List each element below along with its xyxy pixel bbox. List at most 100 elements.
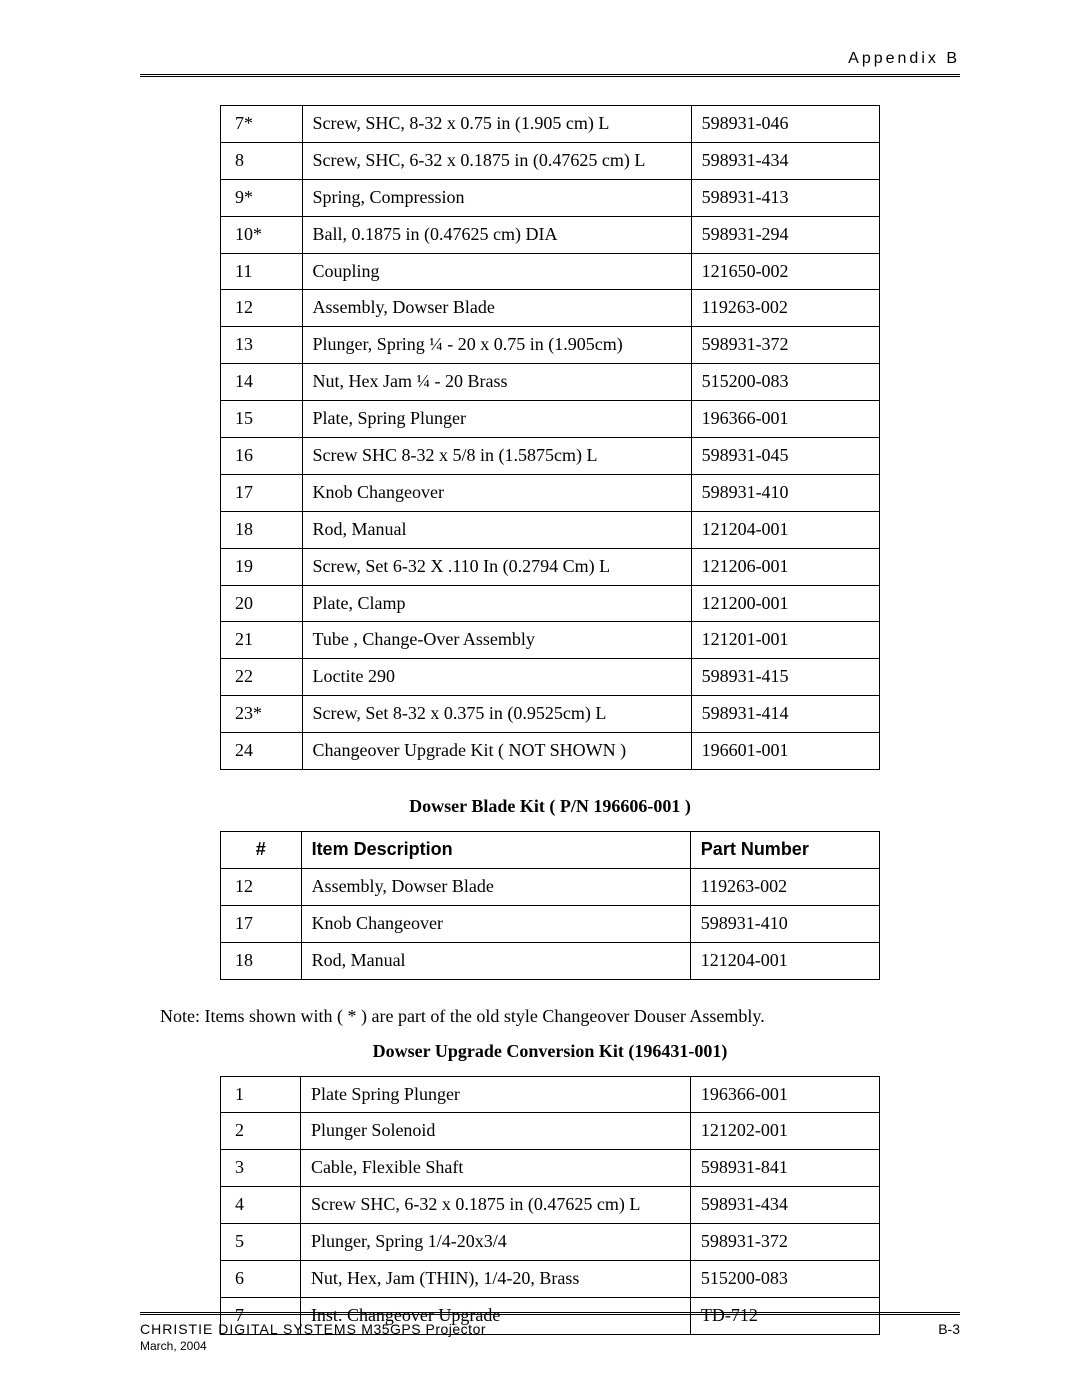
table-row: 17Knob Changeover598931-410 bbox=[221, 905, 880, 942]
cell-pn: 598931-414 bbox=[691, 696, 879, 733]
footer-rule bbox=[140, 1312, 960, 1315]
cell-pn: 121206-001 bbox=[691, 548, 879, 585]
cell-num: 20 bbox=[221, 585, 303, 622]
cell-desc: Knob Changeover bbox=[301, 905, 690, 942]
cell-num: 6 bbox=[221, 1261, 301, 1298]
cell-num: 8 bbox=[221, 142, 303, 179]
cell-num: 12 bbox=[221, 290, 303, 327]
cell-desc: Spring, Compression bbox=[302, 179, 691, 216]
table-row: 18Rod, Manual121204-001 bbox=[221, 942, 880, 979]
cell-pn: 598931-410 bbox=[690, 905, 879, 942]
cell-pn: 196601-001 bbox=[691, 733, 879, 770]
cell-pn: 598931-415 bbox=[691, 659, 879, 696]
cell-pn: 598931-294 bbox=[691, 216, 879, 253]
footer-brand: CHRISTIE DIGITAL SYSTEMS bbox=[140, 1321, 357, 1337]
cell-desc: Plunger, Spring ¼ - 20 x 0.75 in (1.905c… bbox=[302, 327, 691, 364]
cell-pn: 515200-083 bbox=[690, 1261, 879, 1298]
cell-pn: 121200-001 bbox=[691, 585, 879, 622]
cell-desc: Coupling bbox=[302, 253, 691, 290]
table-row: 12Assembly, Dowser Blade119263-002 bbox=[221, 868, 880, 905]
table-row: 19Screw, Set 6-32 X .110 In (0.2794 Cm) … bbox=[221, 548, 880, 585]
table-row: 2Plunger Solenoid121202-001 bbox=[221, 1113, 880, 1150]
cell-num: 12 bbox=[221, 868, 302, 905]
col-header-pn: Part Number bbox=[690, 832, 879, 869]
cell-num: 17 bbox=[221, 474, 303, 511]
table-row: 24Changeover Upgrade Kit ( NOT SHOWN )19… bbox=[221, 733, 880, 770]
footer-date: March, 2004 bbox=[140, 1339, 960, 1353]
cell-num: 10* bbox=[221, 216, 303, 253]
cell-num: 2 bbox=[221, 1113, 301, 1150]
note-text: Note: Items shown with ( * ) are part of… bbox=[160, 1006, 960, 1027]
cell-desc: Knob Changeover bbox=[302, 474, 691, 511]
cell-pn: 598931-841 bbox=[690, 1150, 879, 1187]
cell-pn: 598931-045 bbox=[691, 438, 879, 475]
cell-pn: 196366-001 bbox=[691, 401, 879, 438]
table-row: 7*Screw, SHC, 8-32 x 0.75 in (1.905 cm) … bbox=[221, 106, 880, 143]
cell-num: 18 bbox=[221, 942, 302, 979]
cell-num: 7* bbox=[221, 106, 303, 143]
cell-num: 16 bbox=[221, 438, 303, 475]
cell-num: 21 bbox=[221, 622, 303, 659]
cell-num: 18 bbox=[221, 511, 303, 548]
cell-pn: 119263-002 bbox=[690, 868, 879, 905]
cell-desc: Screw, Set 6-32 X .110 In (0.2794 Cm) L bbox=[302, 548, 691, 585]
cell-pn: 598931-372 bbox=[690, 1224, 879, 1261]
table-row: 14Nut, Hex Jam ¼ - 20 Brass515200-083 bbox=[221, 364, 880, 401]
cell-desc: Plate Spring Plunger bbox=[300, 1076, 690, 1113]
kit1-heading: Dowser Blade Kit ( P/N 196606-001 ) bbox=[140, 796, 960, 817]
cell-num: 15 bbox=[221, 401, 303, 438]
cell-desc: Rod, Manual bbox=[301, 942, 690, 979]
table-row: 5Plunger, Spring 1/4-20x3/4598931-372 bbox=[221, 1224, 880, 1261]
parts-table-main: 7*Screw, SHC, 8-32 x 0.75 in (1.905 cm) … bbox=[220, 105, 880, 770]
footer-product: M35GPS Projector bbox=[357, 1321, 486, 1337]
cell-desc: Assembly, Dowser Blade bbox=[301, 868, 690, 905]
footer-page-number: B-3 bbox=[938, 1321, 960, 1337]
cell-desc: Screw, SHC, 6-32 x 0.1875 in (0.47625 cm… bbox=[302, 142, 691, 179]
cell-pn: 121202-001 bbox=[690, 1113, 879, 1150]
cell-desc: Nut, Hex, Jam (THIN), 1/4-20, Brass bbox=[300, 1261, 690, 1298]
cell-desc: Nut, Hex Jam ¼ - 20 Brass bbox=[302, 364, 691, 401]
cell-pn: 598931-434 bbox=[690, 1187, 879, 1224]
table-row: 12Assembly, Dowser Blade119263-002 bbox=[221, 290, 880, 327]
col-header-num: # bbox=[221, 832, 302, 869]
cell-pn: 598931-046 bbox=[691, 106, 879, 143]
cell-num: 9* bbox=[221, 179, 303, 216]
table-row: 9*Spring, Compression598931-413 bbox=[221, 179, 880, 216]
table-row: 22Loctite 290598931-415 bbox=[221, 659, 880, 696]
cell-desc: Screw, SHC, 8-32 x 0.75 in (1.905 cm) L bbox=[302, 106, 691, 143]
cell-desc: Screw, Set 8-32 x 0.375 in (0.9525cm) L bbox=[302, 696, 691, 733]
cell-pn: 121204-001 bbox=[690, 942, 879, 979]
cell-desc: Screw SHC 8-32 x 5/8 in (1.5875cm) L bbox=[302, 438, 691, 475]
table-row: 8Screw, SHC, 6-32 x 0.1875 in (0.47625 c… bbox=[221, 142, 880, 179]
cell-pn: 121650-002 bbox=[691, 253, 879, 290]
cell-num: 22 bbox=[221, 659, 303, 696]
cell-num: 1 bbox=[221, 1076, 301, 1113]
table-row: 23*Screw, Set 8-32 x 0.375 in (0.9525cm)… bbox=[221, 696, 880, 733]
cell-desc: Plate, Clamp bbox=[302, 585, 691, 622]
table-row: 6Nut, Hex, Jam (THIN), 1/4-20, Brass5152… bbox=[221, 1261, 880, 1298]
table-row: 17Knob Changeover598931-410 bbox=[221, 474, 880, 511]
cell-pn: 121201-001 bbox=[691, 622, 879, 659]
cell-pn: 196366-001 bbox=[690, 1076, 879, 1113]
cell-pn: 515200-083 bbox=[691, 364, 879, 401]
cell-num: 5 bbox=[221, 1224, 301, 1261]
kit2-heading: Dowser Upgrade Conversion Kit (196431-00… bbox=[140, 1041, 960, 1062]
table-row: 21Tube , Change-Over Assembly121201-001 bbox=[221, 622, 880, 659]
cell-desc: Rod, Manual bbox=[302, 511, 691, 548]
table-row: 15Plate, Spring Plunger196366-001 bbox=[221, 401, 880, 438]
cell-num: 13 bbox=[221, 327, 303, 364]
cell-num: 23* bbox=[221, 696, 303, 733]
table-row: 16Screw SHC 8-32 x 5/8 in (1.5875cm) L59… bbox=[221, 438, 880, 475]
cell-num: 3 bbox=[221, 1150, 301, 1187]
table-row: 4Screw SHC, 6-32 x 0.1875 in (0.47625 cm… bbox=[221, 1187, 880, 1224]
cell-pn: 598931-413 bbox=[691, 179, 879, 216]
table-row: 13Plunger, Spring ¼ - 20 x 0.75 in (1.90… bbox=[221, 327, 880, 364]
cell-num: 17 bbox=[221, 905, 302, 942]
cell-pn: 119263-002 bbox=[691, 290, 879, 327]
cell-desc: Assembly, Dowser Blade bbox=[302, 290, 691, 327]
cell-desc: Screw SHC, 6-32 x 0.1875 in (0.47625 cm)… bbox=[300, 1187, 690, 1224]
page-footer: CHRISTIE DIGITAL SYSTEMS M35GPS Projecto… bbox=[140, 1312, 960, 1353]
cell-desc: Changeover Upgrade Kit ( NOT SHOWN ) bbox=[302, 733, 691, 770]
table-row: 1Plate Spring Plunger196366-001 bbox=[221, 1076, 880, 1113]
cell-desc: Plunger Solenoid bbox=[300, 1113, 690, 1150]
